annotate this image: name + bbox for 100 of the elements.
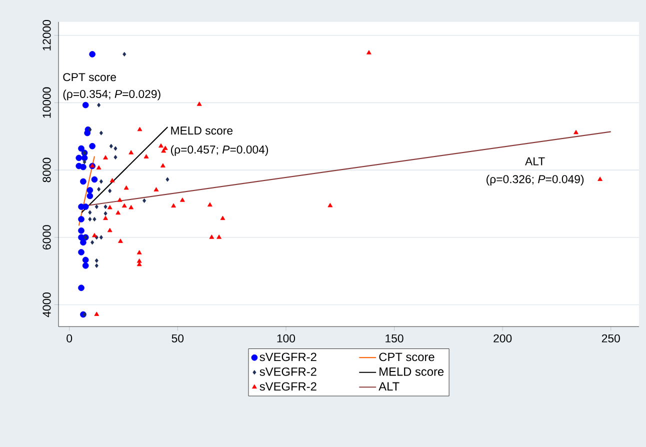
point [209,234,214,239]
point [114,154,118,160]
point [107,228,112,232]
x-tick-label: 150 [386,334,404,342]
point [117,198,122,202]
point [122,52,126,56]
point [94,204,98,209]
point [171,203,176,208]
point [76,154,82,162]
point [180,198,185,202]
point [109,144,113,148]
point [82,102,89,108]
point [78,145,84,152]
annotation: (ρ=0.326; P=0.049) [486,174,584,186]
annotation: CPT score [63,73,116,82]
point [88,216,92,222]
point [92,232,97,238]
y-tick-label: 4000 [42,292,51,318]
annotation: (ρ=0.354; P=0.029) [63,90,160,100]
point [166,177,170,182]
y-tick-label: 10000 [42,87,51,118]
point [137,126,142,132]
x-tick-label: 250 [602,334,620,342]
point [107,204,112,210]
point [89,142,96,150]
point [114,146,118,151]
y-tick-label: 8000 [42,158,51,182]
annotation: (ρ=0.457; P=0.004) [170,145,268,156]
annotation: MELD score [171,126,233,135]
point [89,51,96,58]
point [136,258,142,263]
point [103,155,108,160]
point [108,188,112,194]
point [124,185,129,190]
legend-label: sVEGFR-2 [260,382,316,391]
point [366,50,372,54]
legend-label: MELD score [380,368,444,376]
point [82,160,86,164]
point [116,210,121,215]
point [110,178,115,182]
legend-label: ALT [378,382,400,390]
point [103,216,108,220]
point [328,202,333,208]
y-tick-label: 12000 [42,20,51,50]
point [88,127,92,132]
point [160,163,166,168]
point [574,130,578,134]
point [136,250,142,254]
point [82,256,89,264]
point [86,192,94,200]
point [86,187,94,194]
point [91,176,98,183]
point [142,198,146,203]
point [99,235,103,240]
x-tick-label: 200 [494,334,512,342]
x-tick-label: 100 [277,334,296,342]
y-tick-label: 6000 [42,225,51,250]
point [216,234,222,239]
point [82,262,89,269]
point [80,178,86,185]
point [97,102,101,108]
point [99,130,103,136]
point [207,202,212,207]
point [220,216,226,220]
point [88,210,92,215]
point [598,176,602,181]
point [104,211,108,216]
point [196,102,202,106]
legend-label: CPT score [379,352,434,362]
point [94,312,100,316]
legend-label: sVEGFR-2 [260,352,316,362]
point [78,284,84,292]
point [78,216,84,222]
point [97,186,101,192]
point [78,248,84,256]
point [81,154,88,162]
point [78,227,84,234]
legend-label: sVEGFR-2 [260,367,316,376]
annotation: ALT [525,157,545,166]
point [80,164,86,170]
point [99,179,103,184]
point [122,203,127,208]
point [128,150,134,154]
point [154,187,159,192]
point [144,154,149,158]
x-tick-label: 50 [172,334,184,342]
point [80,239,86,246]
point [161,148,166,153]
point [90,240,94,245]
point [94,258,98,263]
x-tick-label: 0 [66,334,72,342]
point [94,263,98,268]
point [158,143,164,148]
point [82,312,86,317]
point [128,204,134,210]
point [82,204,89,210]
point [92,216,96,222]
point [104,204,108,209]
point [96,165,102,170]
point [118,238,123,243]
